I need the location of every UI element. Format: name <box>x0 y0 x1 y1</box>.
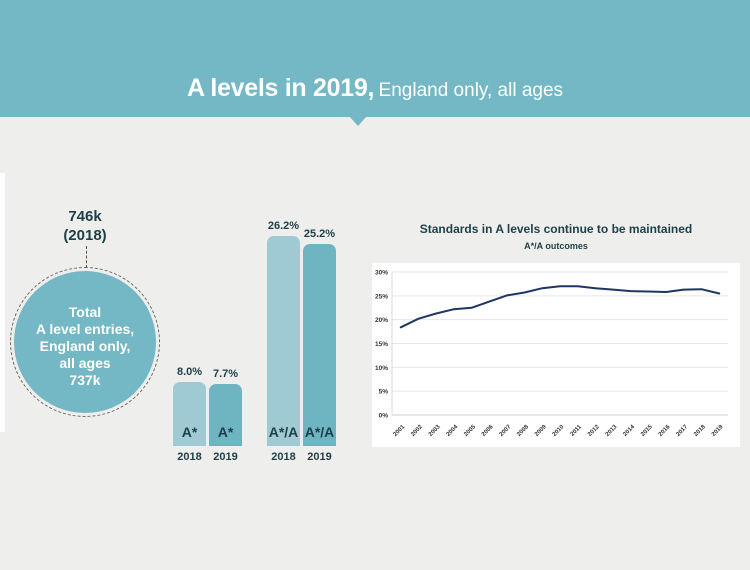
data-point <box>647 290 650 293</box>
data-point <box>629 290 632 292</box>
bar-grade-label: A* <box>217 423 234 440</box>
title-main: A levels in 2019, <box>186 74 375 102</box>
previous-total-value: 746k <box>68 208 102 225</box>
grid-layer <box>391 271 728 416</box>
header-pointer <box>349 116 367 126</box>
y-tick-label: 5% <box>379 389 389 396</box>
series-layer <box>399 285 721 329</box>
x-tick-label: 2014 <box>622 424 636 438</box>
x-tick-label: 2009 <box>534 424 548 438</box>
data-point <box>523 291 526 294</box>
bar-year-label: 2018 <box>177 451 202 463</box>
bar-astar-2019: A* <box>209 384 242 446</box>
bar-value-label: 8.0% <box>176 366 203 378</box>
bar-value-label: 7.7% <box>212 368 239 381</box>
previous-total-ring <box>10 267 160 417</box>
x-tick-label: 2013 <box>605 424 619 438</box>
data-point <box>453 308 455 310</box>
circle-line: England only, <box>39 338 131 354</box>
x-tick-label: 2017 <box>676 424 690 438</box>
x-tick-label: 2008 <box>516 424 530 438</box>
line-chart: 0% 5% 10% 15% 20% 25% 30% 2001 2002 2003 2004 2005… <box>375 270 728 438</box>
bar-year-label: 2018 <box>271 451 296 463</box>
circle-line: all ages <box>59 355 111 371</box>
chart-title: Standards in A levels continue to be mai… <box>419 222 693 236</box>
y-tick-label: 0% <box>379 413 389 420</box>
data-point <box>576 285 579 288</box>
bar-astar-a-2019: A*/A <box>303 244 336 446</box>
bar-astar-a-2018: A*/A <box>267 236 300 446</box>
data-point <box>594 287 597 290</box>
line-chart-panel: 0% 5% 10% 15% 20% 25% 30% 2001 2002 2003 2004 2005… <box>372 263 740 447</box>
data-point <box>417 317 420 320</box>
data-point <box>400 326 402 329</box>
bar-value-label: 26.2% <box>267 220 300 233</box>
x-tick-label: 2010 <box>552 424 566 438</box>
bar-year-label: 2019 <box>307 451 332 463</box>
bar-grade-label: A*/A <box>268 423 299 440</box>
series-line <box>399 285 721 329</box>
x-tick-label: 2001 <box>393 424 407 438</box>
x-tick-label: 2015 <box>640 424 654 438</box>
previous-total: 746k (2018) <box>35 207 135 245</box>
header-banner <box>0 0 750 117</box>
x-tick-label: 2016 <box>658 424 672 438</box>
x-tick-label: 2007 <box>499 424 513 438</box>
y-tick-label: 10% <box>375 365 388 372</box>
x-tick-label: 2006 <box>481 424 495 438</box>
data-point <box>506 294 508 297</box>
bar-grade-label: A*/A <box>304 423 335 440</box>
data-point <box>682 288 685 291</box>
x-tick-label: 2018 <box>693 424 707 438</box>
total-entries-circle <box>14 271 156 413</box>
y-tick-label: 25% <box>375 293 388 300</box>
y-tick-label: 20% <box>375 317 388 324</box>
x-tick-label: 2003 <box>428 424 442 438</box>
data-point <box>559 285 561 288</box>
x-tick-label: 2012 <box>587 424 601 438</box>
total-entries-text: Total A level entries, England only, all… <box>14 304 156 389</box>
bar-value-label: 25.2% <box>303 228 336 241</box>
data-point <box>541 287 544 290</box>
circle-line: 737k <box>69 372 101 388</box>
data-point <box>665 291 667 293</box>
page-title: A levels in 2019, England only, all ages <box>0 74 750 103</box>
data-point <box>470 306 473 309</box>
circle-line: A level entries, <box>35 321 135 337</box>
data-point <box>700 288 703 290</box>
data-point <box>435 312 438 315</box>
circle-line: Total <box>68 304 102 320</box>
dotted-connector <box>86 246 87 268</box>
bar-astar-2018: A* <box>173 382 206 446</box>
data-point <box>718 292 720 295</box>
x-tick-label: 2019 <box>711 424 725 438</box>
x-tick-labels: 2001 2002 2003 2004 2005 2006 2007 2008 2009 2010… <box>393 424 725 438</box>
title-sub: England only, all ages <box>378 80 564 101</box>
y-tick-labels: 0% 5% 10% 15% 20% 25% 30% <box>375 270 388 420</box>
x-tick-label: 2005 <box>463 424 477 438</box>
data-point <box>488 300 491 303</box>
chart-subtitle: A*/A outcomes <box>524 241 588 251</box>
bar-grade-label: A* <box>181 424 198 440</box>
bar-year-label: 2019 <box>213 451 238 463</box>
previous-total-year: (2018) <box>63 227 107 244</box>
data-point <box>612 288 614 291</box>
x-tick-label: 2011 <box>570 424 584 438</box>
y-tick-label: 30% <box>375 270 388 277</box>
y-tick-label: 15% <box>375 341 388 348</box>
side-strip <box>0 173 5 432</box>
x-tick-label: 2004 <box>446 424 460 438</box>
x-tick-label: 2002 <box>410 424 424 438</box>
